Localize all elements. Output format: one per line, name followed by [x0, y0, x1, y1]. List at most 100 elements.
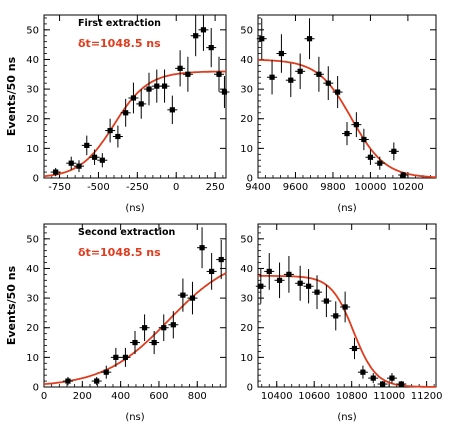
y-tick-label: 0	[33, 383, 39, 394]
y-tick-label: 0	[247, 383, 253, 394]
data-point	[209, 268, 215, 275]
data-point	[99, 157, 105, 163]
data-point	[130, 95, 137, 101]
x-tick-label: 0	[173, 182, 179, 193]
data-point	[65, 378, 71, 384]
data-point	[154, 83, 160, 89]
data-point	[84, 142, 90, 148]
data-point	[370, 375, 376, 381]
data-point	[138, 101, 144, 107]
data-point	[353, 122, 359, 128]
x-tick-label: -750	[48, 182, 71, 193]
fit-curve	[43, 272, 227, 385]
y-tick-label: 10	[240, 353, 253, 364]
x-tick-label: 9400	[245, 182, 270, 193]
data-point	[297, 68, 303, 74]
data-point	[199, 245, 205, 251]
plot-frame	[43, 14, 227, 179]
data-point	[380, 381, 386, 387]
fit-curve	[257, 59, 437, 179]
x-axis-label: (ns)	[125, 203, 144, 214]
data-point	[398, 381, 404, 387]
data-point	[367, 154, 374, 160]
y-tick-label: 50	[26, 25, 39, 36]
data-point	[258, 283, 264, 289]
data-point	[344, 130, 350, 137]
data-point	[91, 154, 98, 160]
y-tick-label: 50	[240, 25, 253, 36]
data-point	[276, 277, 283, 283]
y-tick-label: 40	[26, 55, 39, 66]
x-tick-label: 400	[111, 391, 130, 402]
y-tick-label: 40	[26, 264, 39, 275]
x-tick-label: 9600	[283, 182, 308, 193]
data-point	[259, 36, 265, 42]
y-tick-label: 20	[240, 323, 253, 334]
x-tick-label: 200	[73, 391, 92, 402]
data-point	[115, 133, 121, 140]
data-point	[122, 354, 129, 360]
data-point	[161, 83, 168, 89]
x-tick-label: 600	[149, 391, 168, 402]
data-point	[218, 256, 224, 263]
y-axis-label: Events/50 ns	[5, 56, 18, 136]
data-point	[185, 71, 191, 77]
data-point	[177, 65, 183, 71]
y-tick-label: 30	[26, 294, 39, 305]
data-point	[68, 160, 74, 166]
x-tick-label: 10000	[355, 182, 387, 193]
data-point	[314, 289, 320, 295]
x-tick-label: 11000	[373, 391, 405, 402]
y-tick-label: 50	[26, 234, 39, 245]
data-point	[189, 295, 196, 301]
data-point	[342, 304, 348, 310]
data-point	[151, 339, 157, 346]
y-tick-label: 50	[240, 234, 253, 245]
x-tick-label: 10600	[298, 391, 330, 402]
y-tick-label: 20	[26, 323, 39, 334]
data-point	[360, 369, 366, 375]
data-point	[53, 169, 59, 175]
data-point	[316, 71, 322, 77]
panel-annotation: δt=1048.5 ns	[78, 37, 161, 50]
data-point	[76, 163, 82, 169]
panel-title: First extraction	[78, 18, 161, 29]
x-tick-label: 11200	[411, 391, 443, 402]
data-point	[103, 369, 109, 375]
data-point	[400, 172, 406, 178]
data-point	[180, 292, 186, 298]
x-tick-label: -500	[87, 182, 110, 193]
data-point	[288, 77, 294, 83]
data-point	[278, 50, 285, 57]
data-point	[351, 345, 358, 352]
x-tick-label: -250	[126, 182, 149, 193]
data-point	[216, 71, 222, 77]
data-point	[193, 33, 199, 39]
data-point	[269, 74, 275, 80]
plot-frame	[257, 14, 437, 179]
x-axis-label: (ns)	[337, 412, 356, 423]
y-tick-label: 0	[247, 174, 253, 185]
data-point	[123, 110, 129, 116]
x-tick-label: 250	[206, 182, 225, 193]
y-tick-label: 0	[33, 174, 39, 185]
panel-annotation: δt=1048.5 ns	[78, 246, 161, 259]
x-tick-label: 10200	[392, 182, 424, 193]
y-tick-label: 40	[240, 264, 253, 275]
x-tick-label: 9800	[320, 182, 345, 193]
panel-first-extraction-late: 0 10 20 30 40 50 9400 9600 9800 10000 10200 (ns)	[240, 14, 437, 214]
data-point	[266, 268, 272, 275]
y-tick-label: 30	[240, 85, 253, 96]
data-point	[323, 298, 329, 304]
data-point	[169, 107, 175, 113]
data-point	[325, 80, 331, 86]
data-point	[335, 89, 341, 95]
data-point	[170, 322, 176, 328]
plot-frame	[257, 223, 437, 388]
data-point	[141, 325, 148, 331]
y-tick-label: 20	[240, 114, 253, 125]
data-point	[391, 148, 397, 154]
data-point	[306, 36, 313, 42]
y-tick-label: 10	[26, 353, 39, 364]
